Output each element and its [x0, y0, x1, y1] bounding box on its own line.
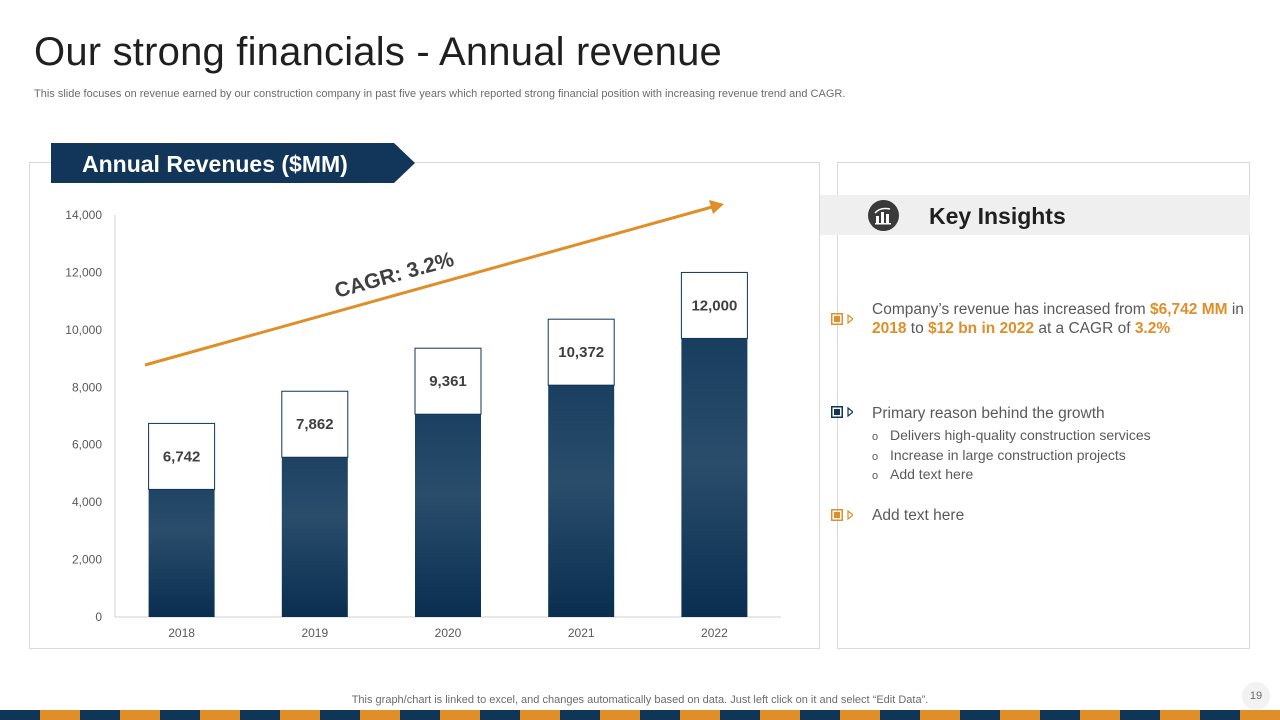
- data-label-box: [281, 390, 349, 458]
- x-tick-label: 2020: [435, 626, 462, 640]
- stripe-segment: [760, 710, 800, 720]
- list-item: o Delivers high-quality construction serv…: [872, 427, 1151, 443]
- insight-growth-reason: Primary reason behind the growth: [872, 405, 1105, 422]
- data-label-box: [680, 271, 748, 339]
- data-label: 7,862: [296, 416, 334, 433]
- stripe-segment: [360, 710, 400, 720]
- chart-icon: [868, 200, 899, 231]
- stripe-segment: [80, 710, 120, 720]
- stripe-segment: [280, 710, 320, 720]
- stripe-segment: [200, 710, 240, 720]
- data-label: 10,372: [558, 344, 604, 361]
- stripe-segment: [880, 710, 920, 720]
- stripe-segment: [480, 710, 520, 720]
- data-label: 12,000: [691, 297, 737, 314]
- chart-panel: [29, 162, 820, 649]
- stripe-segment: [320, 710, 360, 720]
- decorative-stripe: [0, 710, 1280, 720]
- x-tick-label: 2022: [701, 626, 728, 640]
- growth-reason-list: o Delivers high-quality construction serv…: [872, 427, 1151, 486]
- stripe-segment: [1120, 710, 1160, 720]
- stripe-segment: [0, 710, 40, 720]
- stripe-segment: [40, 710, 80, 720]
- revenue-bar-chart[interactable]: Annual Revenues ($MM) 0 2,000 4,000 6,000 8,…: [29, 140, 820, 655]
- chart-title-banner: [51, 143, 415, 183]
- stripe-segment: [1160, 710, 1200, 720]
- stripe-segment: [560, 710, 600, 720]
- stripe-segment: [800, 710, 840, 720]
- stripe-segment: [1040, 710, 1080, 720]
- stripe-segment: [1240, 710, 1280, 720]
- stripe-segment: [1080, 710, 1120, 720]
- list-item: o Add text here: [872, 466, 974, 482]
- insights-panel: [837, 162, 1250, 649]
- y-tick-label: 0: [95, 610, 102, 624]
- stripe-segment: [720, 710, 760, 720]
- y-tick-label: 12,000: [65, 265, 102, 279]
- stripe-segment: [120, 710, 160, 720]
- trend-arrow: [144, 200, 724, 367]
- bullet-marker-icon: [831, 406, 853, 418]
- stripe-segment: [520, 710, 560, 720]
- data-label-box: [547, 318, 615, 386]
- slide-subtitle: This slide focuses on revenue earned by …: [34, 88, 846, 100]
- stripe-segment: [240, 710, 280, 720]
- x-tick-label: 2019: [301, 626, 328, 640]
- stripe-segment: [680, 710, 720, 720]
- x-tick-label: 2018: [168, 626, 195, 640]
- bullet-marker-icon: [831, 509, 853, 521]
- data-label-box: [148, 422, 216, 490]
- y-tick-label: 8,000: [72, 380, 102, 394]
- data-label-box: [414, 347, 482, 415]
- stripe-segment: [160, 710, 200, 720]
- footer-note: This graph/chart is linked to excel, and…: [351, 694, 929, 706]
- stripe-segment: [400, 710, 440, 720]
- stripe-segment: [960, 710, 1000, 720]
- chart-title: Annual Revenues ($MM): [82, 151, 348, 177]
- x-tick-label: 2021: [568, 626, 595, 640]
- stripe-segment: [920, 710, 960, 720]
- insights-title: Key Insights: [929, 203, 1066, 229]
- bullet-marker-icon: [831, 313, 853, 325]
- y-tick-label: 6,000: [72, 438, 102, 452]
- page-number: 19: [1242, 682, 1270, 710]
- stripe-segment: [1200, 710, 1240, 720]
- data-label: 6,742: [163, 448, 201, 465]
- stripe-segment: [1000, 710, 1040, 720]
- y-tick-label: 10,000: [65, 323, 102, 337]
- stripe-segment: [600, 710, 640, 720]
- list-item: o Increase in large construction projects: [872, 446, 1126, 463]
- y-tick-label: 14,000: [65, 208, 102, 222]
- stripe-segment: [440, 710, 480, 720]
- stripe-segment: [640, 710, 680, 720]
- insight-placeholder: Add text here: [872, 507, 965, 524]
- insight-revenue-growth: Company’s revenue has increased from $6,…: [872, 301, 1244, 337]
- data-label: 9,361: [429, 373, 467, 390]
- stripe-segment: [840, 710, 880, 720]
- y-tick-label: 4,000: [72, 495, 102, 509]
- y-tick-label: 2,000: [72, 553, 102, 567]
- slide-title: Our strong financials - Annual revenue: [34, 30, 722, 74]
